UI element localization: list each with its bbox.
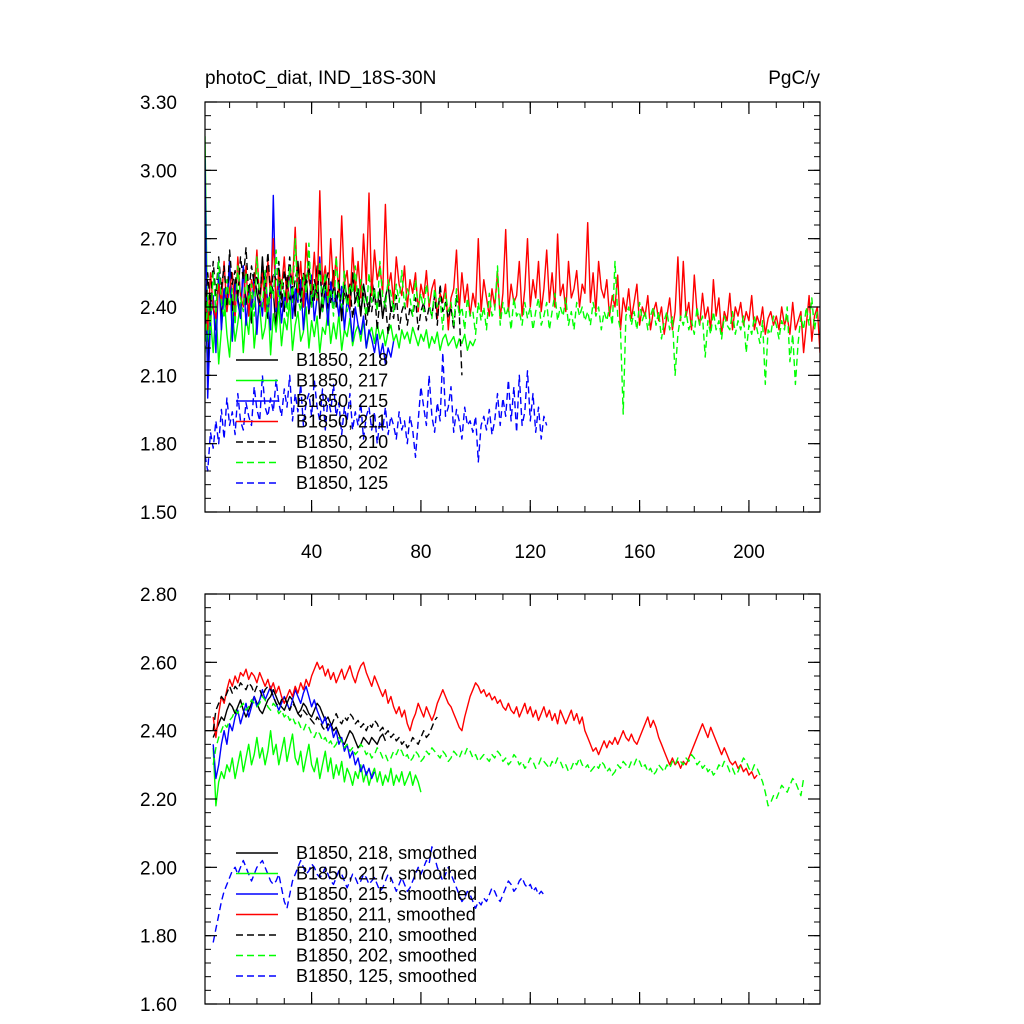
legend-label: B1850, 218, smoothed <box>296 843 477 863</box>
series-line-4 <box>205 247 463 376</box>
series-line-2 <box>212 685 376 780</box>
legend-label: B1850, 202, smoothed <box>296 946 477 966</box>
x-tick-label: 120 <box>514 542 546 563</box>
y-tick-label: 2.70 <box>140 230 177 251</box>
y-tick-label: 1.60 <box>140 995 177 1016</box>
legend-label: B1850, 215, smoothed <box>296 884 477 904</box>
y-tick-label: 2.40 <box>140 722 177 743</box>
y-tick-label: 2.40 <box>140 298 177 319</box>
series-group <box>205 136 820 472</box>
x-tick-label: 200 <box>733 542 765 563</box>
y-tick-label: 2.00 <box>140 858 177 879</box>
panel-bottom: 1.60 1.80 2.00 2.20 2.40 2.60 2.80 B1850, 218, … <box>140 585 821 1016</box>
legend-label: B1850, 210 <box>296 432 388 452</box>
x-tick-label: 80 <box>410 542 431 563</box>
y-tick-label: 1.80 <box>140 435 177 456</box>
panel-top: 1.50 1.80 2.10 2.40 2.70 3.00 3.30 40 80 120 160 20… <box>140 68 821 563</box>
y-tick-label: 2.10 <box>140 366 177 387</box>
legend-label: B1850, 210, smoothed <box>296 925 477 945</box>
x-tick-label: 40 <box>301 542 322 563</box>
y-tick-label: 2.80 <box>140 585 177 606</box>
legend-label: B1850, 218 <box>296 350 388 370</box>
y-tick-label: 3.30 <box>140 93 177 114</box>
y-tick-label: 1.50 <box>140 503 177 524</box>
chart-units: PgC/y <box>768 68 820 89</box>
y-tick-label: 1.80 <box>140 927 177 948</box>
x-tick-label: 160 <box>624 542 656 563</box>
series-line-1 <box>205 136 477 365</box>
chart-title: photoC_diat, IND_18S-30N <box>205 68 436 89</box>
y-tick-label: 2.60 <box>140 653 177 674</box>
series-line-6 <box>212 846 545 943</box>
series-line-4 <box>212 682 438 749</box>
series-line-6 <box>205 351 548 472</box>
series-group <box>212 661 805 943</box>
legend-label: B1850, 125, smoothed <box>296 966 477 986</box>
legend-label: B1850, 217, smoothed <box>296 864 477 884</box>
legend-label: B1850, 125 <box>296 473 388 493</box>
y-tick-label: 3.00 <box>140 161 177 182</box>
series-line-1 <box>212 730 422 807</box>
legend-label: B1850, 202 <box>296 453 388 473</box>
legend-label: B1850, 211, smoothed <box>296 905 476 925</box>
legend-label: B1850, 215 <box>296 391 388 411</box>
series-line-5 <box>212 695 805 807</box>
series-line-5 <box>205 237 818 415</box>
y-tick-label: 2.20 <box>140 790 177 811</box>
legend-label: B1850, 217 <box>296 371 388 391</box>
legend-label: B1850, 211 <box>296 412 387 432</box>
series-line-3 <box>212 661 758 780</box>
